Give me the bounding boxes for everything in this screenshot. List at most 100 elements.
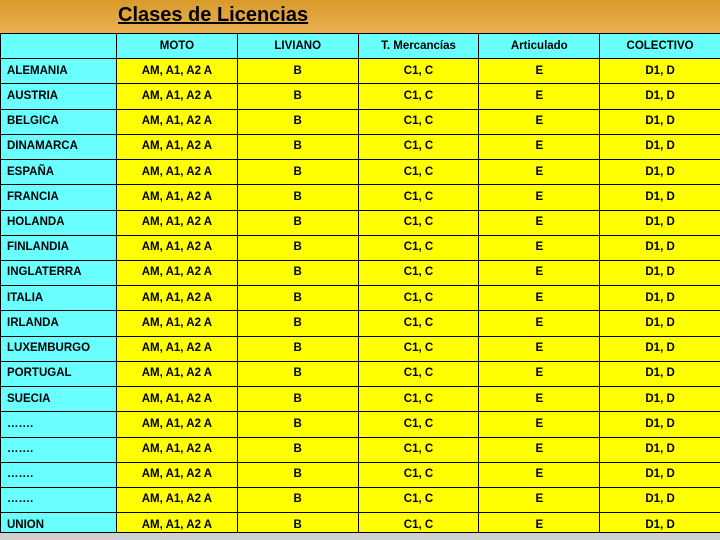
data-cell: B (237, 59, 358, 84)
data-cell: B (237, 84, 358, 109)
data-cell: D1, D (600, 160, 720, 185)
country-cell: SUECIA (1, 387, 117, 412)
table-row: FRANCIAAM, A1, A2 ABC1, CED1, D (1, 185, 720, 210)
data-cell: E (479, 336, 600, 361)
data-cell: B (237, 437, 358, 462)
country-cell: ……. (1, 487, 117, 512)
table-header-row: MOTO LIVIANO T. Mercancías Articulado CO… (1, 34, 720, 59)
country-cell: LUXEMBURGO (1, 336, 117, 361)
data-cell: B (237, 412, 358, 437)
data-cell: C1, C (358, 185, 479, 210)
data-cell: B (237, 235, 358, 260)
header-liviano: LIVIANO (237, 34, 358, 59)
data-cell: E (479, 160, 600, 185)
data-cell: C1, C (358, 134, 479, 159)
data-cell: C1, C (358, 437, 479, 462)
data-cell: D1, D (600, 437, 720, 462)
country-cell: ……. (1, 412, 117, 437)
data-cell: AM, A1, A2 A (117, 235, 238, 260)
data-cell: E (479, 412, 600, 437)
data-cell: E (479, 235, 600, 260)
data-cell: E (479, 311, 600, 336)
table-row: AUSTRIAAM, A1, A2 ABC1, CED1, D (1, 84, 720, 109)
data-cell: B (237, 387, 358, 412)
data-cell: C1, C (358, 160, 479, 185)
country-cell: ALEMANIA (1, 59, 117, 84)
data-cell: E (479, 109, 600, 134)
data-cell: C1, C (358, 210, 479, 235)
data-cell: AM, A1, A2 A (117, 109, 238, 134)
data-cell: D1, D (600, 260, 720, 285)
data-cell: E (479, 437, 600, 462)
country-cell: IRLANDA (1, 311, 117, 336)
header-mercancias: T. Mercancías (358, 34, 479, 59)
data-cell: D1, D (600, 210, 720, 235)
data-cell: AM, A1, A2 A (117, 160, 238, 185)
data-cell: B (237, 336, 358, 361)
data-cell: D1, D (600, 387, 720, 412)
data-cell: B (237, 109, 358, 134)
header-articulado: Articulado (479, 34, 600, 59)
data-cell: AM, A1, A2 A (117, 210, 238, 235)
table-row: LUXEMBURGOAM, A1, A2 ABC1, CED1, D (1, 336, 720, 361)
data-cell: AM, A1, A2 A (117, 84, 238, 109)
table-row: DINAMARCAAM, A1, A2 ABC1, CED1, D (1, 134, 720, 159)
country-cell: ……. (1, 462, 117, 487)
data-cell: C1, C (358, 487, 479, 512)
data-cell: AM, A1, A2 A (117, 487, 238, 512)
table-row: …….AM, A1, A2 ABC1, CED1, D (1, 487, 720, 512)
data-cell: E (479, 210, 600, 235)
data-cell: B (237, 160, 358, 185)
data-cell: AM, A1, A2 A (117, 185, 238, 210)
data-cell: AM, A1, A2 A (117, 286, 238, 311)
table-row: …….AM, A1, A2 ABC1, CED1, D (1, 462, 720, 487)
table-row: PORTUGALAM, A1, A2 ABC1, CED1, D (1, 361, 720, 386)
license-table: MOTO LIVIANO T. Mercancías Articulado CO… (0, 33, 720, 533)
data-cell: D1, D (600, 336, 720, 361)
data-cell: AM, A1, A2 A (117, 134, 238, 159)
data-cell: C1, C (358, 361, 479, 386)
country-cell: DINAMARCA (1, 134, 117, 159)
country-cell: AUSTRIA (1, 84, 117, 109)
data-cell: C1, C (358, 412, 479, 437)
data-cell: E (479, 513, 600, 533)
data-cell: D1, D (600, 109, 720, 134)
data-cell: D1, D (600, 513, 720, 533)
data-cell: B (237, 210, 358, 235)
data-cell: AM, A1, A2 A (117, 311, 238, 336)
table-row: ITALIAAM, A1, A2 ABC1, CED1, D (1, 286, 720, 311)
data-cell: AM, A1, A2 A (117, 412, 238, 437)
data-cell: B (237, 134, 358, 159)
data-cell: B (237, 260, 358, 285)
data-cell: D1, D (600, 134, 720, 159)
data-cell: B (237, 513, 358, 533)
data-cell: D1, D (600, 412, 720, 437)
country-cell: ESPAÑA (1, 160, 117, 185)
data-cell: D1, D (600, 286, 720, 311)
table-row: FINLANDIAAM, A1, A2 ABC1, CED1, D (1, 235, 720, 260)
table-row: IRLANDAAM, A1, A2 ABC1, CED1, D (1, 311, 720, 336)
data-cell: AM, A1, A2 A (117, 462, 238, 487)
table-row: ESPAÑAAM, A1, A2 ABC1, CED1, D (1, 160, 720, 185)
table-row: …….AM, A1, A2 ABC1, CED1, D (1, 412, 720, 437)
table-row: SUECIAAM, A1, A2 ABC1, CED1, D (1, 387, 720, 412)
data-cell: D1, D (600, 361, 720, 386)
data-cell: C1, C (358, 286, 479, 311)
data-cell: E (479, 185, 600, 210)
table-row: INGLATERRAAM, A1, A2 ABC1, CED1, D (1, 260, 720, 285)
page-title: Clases de Licencias (0, 0, 720, 33)
header-colectivo: COLECTIVO (600, 34, 720, 59)
data-cell: E (479, 387, 600, 412)
data-cell: AM, A1, A2 A (117, 59, 238, 84)
data-cell: D1, D (600, 462, 720, 487)
table-row: …….AM, A1, A2 ABC1, CED1, D (1, 437, 720, 462)
data-cell: E (479, 59, 600, 84)
country-cell: UNION (1, 513, 117, 533)
data-cell: C1, C (358, 59, 479, 84)
data-cell: D1, D (600, 59, 720, 84)
country-cell: BELGICA (1, 109, 117, 134)
country-cell: HOLANDA (1, 210, 117, 235)
data-cell: D1, D (600, 185, 720, 210)
data-cell: D1, D (600, 84, 720, 109)
data-cell: C1, C (358, 235, 479, 260)
